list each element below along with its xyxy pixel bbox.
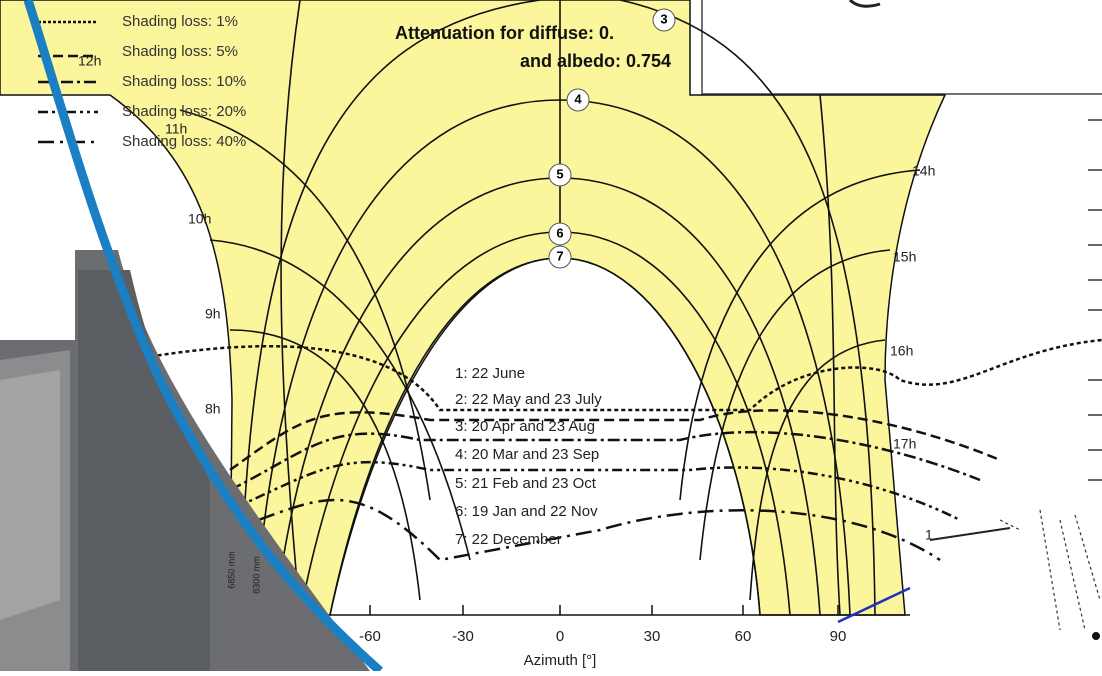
date-item: 3: 20 Apr and 23 Aug <box>455 418 595 435</box>
hour-label: 16h <box>890 343 913 359</box>
date-item: 6: 19 Jan and 22 Nov <box>455 503 598 520</box>
marker-label: 5 <box>556 166 563 181</box>
sketch-dot <box>1092 632 1100 640</box>
photo-facade <box>0 370 60 620</box>
hour-label: 9h <box>205 306 221 322</box>
photo-label: 6850 mm <box>226 551 236 589</box>
date-item: 5: 21 Feb and 23 Oct <box>455 475 597 492</box>
legend-item: Shading loss: 5% <box>122 43 238 60</box>
legend-item: Shading loss: 40% <box>122 133 246 150</box>
hour-label: 12h <box>78 53 101 69</box>
attenuation-line1: Attenuation for diffuse: 0. <box>395 23 614 43</box>
x-tick-label: -60 <box>359 628 381 645</box>
x-tick-label: 60 <box>735 628 752 645</box>
legend-item: Shading loss: 10% <box>122 73 246 90</box>
hour-label: 8h <box>205 401 221 417</box>
date-item: 2: 22 May and 23 July <box>455 391 602 408</box>
photo-label: 8300 mm <box>251 556 261 594</box>
date-item: 1: 22 June <box>455 365 525 382</box>
x-axis <box>230 605 910 616</box>
hour-label: 15h <box>893 249 916 265</box>
x-tick-labels: -60 -30 0 30 60 90 <box>359 628 846 645</box>
marker-label: 4 <box>574 91 582 106</box>
hour-label: 10h <box>188 211 211 227</box>
blue-segment <box>837 586 911 624</box>
legend-item: Shading loss: 20% <box>122 103 246 120</box>
marker-label: 6 <box>556 225 563 240</box>
inset-box <box>701 0 1102 95</box>
sketch-line <box>929 527 1011 541</box>
date-list: 1: 22 June 2: 22 May and 23 July 3: 20 A… <box>455 365 602 548</box>
marker-label: 7 <box>556 248 563 263</box>
sketch <box>999 509 1101 631</box>
x-tick-label: 90 <box>830 628 847 645</box>
hour-label: 1 <box>925 527 933 543</box>
date-item: 4: 20 Mar and 23 Sep <box>455 446 599 463</box>
marker-label: 3 <box>660 11 667 26</box>
blue-arc <box>23 0 383 675</box>
attenuation-line2: and albedo: 0.754 <box>520 51 671 71</box>
right-ticks <box>1088 119 1102 481</box>
photo-tower <box>78 270 210 671</box>
shading-lines <box>129 338 1102 562</box>
legend-item: Shading loss: 1% <box>122 13 238 30</box>
hour-label: 14h <box>912 163 935 179</box>
x-tick-label: -30 <box>452 628 474 645</box>
x-tick-label: 30 <box>644 628 661 645</box>
hour-label: 17h <box>893 436 916 452</box>
x-tick-label: 0 <box>556 628 564 645</box>
x-axis-title: Azimuth [°] <box>524 652 597 669</box>
markers: 3 4 5 6 7 <box>548 8 676 269</box>
hour-label: 11h <box>165 121 187 137</box>
inset-stroke <box>848 0 881 8</box>
date-item: 7: 22 December <box>455 531 562 548</box>
